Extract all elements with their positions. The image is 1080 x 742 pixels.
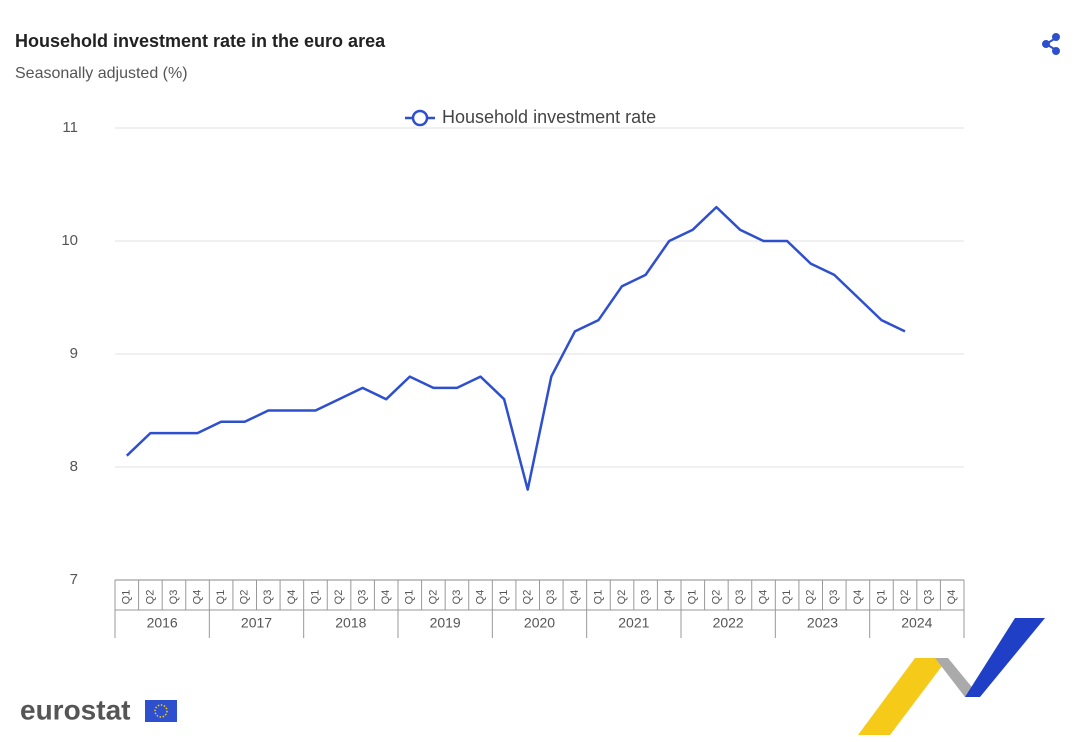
x-tick-label: Q2 [710, 590, 722, 605]
x-tick-label: Q3 [357, 590, 369, 605]
x-tick-label: Q1 [781, 590, 793, 605]
x-tick-label: Q2 [144, 590, 156, 605]
x-tick-label: Q2 [899, 590, 911, 605]
x-tick-label: Q3 [451, 590, 463, 605]
x-tick-label: Q2 [805, 590, 817, 605]
x-tick-label: Q3 [168, 590, 180, 605]
x-tick-label: Q3 [545, 590, 557, 605]
y-tick-label: 8 [70, 458, 78, 475]
x-tick-label: Q1 [309, 590, 321, 605]
x-group-label: 2016 [147, 615, 178, 631]
x-tick-label: Q4 [286, 590, 298, 605]
x-group-label: 2023 [807, 615, 838, 631]
x-tick-label: Q4 [380, 590, 392, 605]
brand-logo: eurostat [20, 694, 130, 725]
x-tick-label: Q1 [687, 590, 699, 605]
x-group-label: 2018 [335, 615, 366, 631]
x-tick-label: Q1 [404, 590, 416, 605]
x-tick-label: Q3 [262, 590, 274, 605]
x-tick-label: Q1 [215, 590, 227, 605]
x-tick-label: Q3 [734, 590, 746, 605]
legend-label: Household investment rate [442, 107, 656, 127]
x-group-label: 2021 [618, 615, 649, 631]
x-tick-label: Q3 [828, 590, 840, 605]
x-group-label: 2019 [430, 615, 461, 631]
x-group-label: 2022 [713, 615, 744, 631]
legend-marker [411, 109, 429, 127]
x-tick-label: Q1 [592, 590, 604, 605]
x-tick-label: Q4 [474, 590, 486, 605]
x-tick-label: Q1 [875, 590, 887, 605]
x-group-label: 2020 [524, 615, 555, 631]
x-tick-label: Q4 [852, 590, 864, 605]
x-tick-label: Q3 [923, 590, 935, 605]
x-tick-label: Q3 [640, 590, 652, 605]
x-tick-label: Q4 [191, 590, 203, 605]
x-tick-label: Q1 [498, 590, 510, 605]
x-group-label: 2024 [901, 615, 932, 631]
decorative-ribbon [858, 618, 1045, 735]
x-tick-label: Q4 [757, 590, 769, 605]
x-tick-label: Q1 [121, 590, 133, 605]
y-tick-label: 11 [62, 119, 78, 136]
share-icon[interactable] [1042, 33, 1060, 55]
y-tick-label: 9 [70, 345, 78, 362]
y-tick-label: 7 [70, 571, 78, 588]
x-tick-label: Q2 [333, 590, 345, 605]
x-tick-label: Q2 [522, 590, 534, 605]
x-tick-label: Q2 [427, 590, 439, 605]
x-group-label: 2017 [241, 615, 272, 631]
x-tick-label: Q2 [239, 590, 251, 605]
chart-subtitle: Seasonally adjusted (%) [15, 65, 188, 82]
x-tick-label: Q2 [616, 590, 628, 605]
data-line [125, 205, 906, 491]
x-tick-label: Q4 [569, 590, 581, 605]
x-tick-label: Q4 [663, 590, 675, 605]
eu-flag [145, 700, 177, 722]
chart-title: Household investment rate in the euro ar… [15, 31, 386, 51]
y-tick-label: 10 [61, 232, 78, 249]
x-tick-label: Q4 [946, 590, 958, 605]
